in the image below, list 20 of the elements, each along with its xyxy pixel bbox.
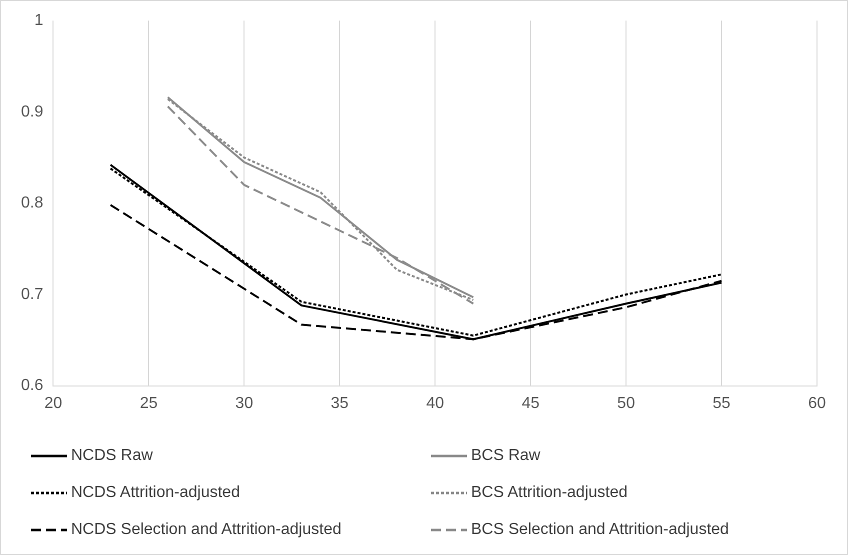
legend-label: NCDS Attrition-adjusted — [71, 484, 240, 502]
x-tick-label: 45 — [522, 394, 540, 412]
x-tick-label: 60 — [808, 394, 826, 412]
x-tick-label: 20 — [44, 394, 62, 412]
legend-label: BCS Raw — [471, 447, 540, 465]
legend-label: NCDS Raw — [71, 447, 153, 465]
x-tick-label: 30 — [235, 394, 254, 412]
y-tick-label: 0.8 — [20, 194, 44, 212]
y-tick-label: 0.9 — [20, 103, 44, 120]
legend-label: BCS Selection and Attrition-adjusted — [471, 521, 729, 539]
legend-label: BCS Attrition-adjusted — [471, 484, 628, 502]
x-tick-label: 40 — [426, 394, 444, 412]
y-tick-label: 0.6 — [20, 377, 44, 394]
legend-label: NCDS Selection and Attrition-adjusted — [71, 521, 342, 539]
x-tick-label: 25 — [140, 394, 158, 412]
x-tick-label: 50 — [617, 394, 636, 412]
x-tick-label: 55 — [712, 394, 731, 412]
y-tick-label: 1 — [34, 12, 44, 30]
y-tick-label: 0.7 — [20, 286, 44, 303]
x-tick-label: 35 — [330, 394, 349, 412]
